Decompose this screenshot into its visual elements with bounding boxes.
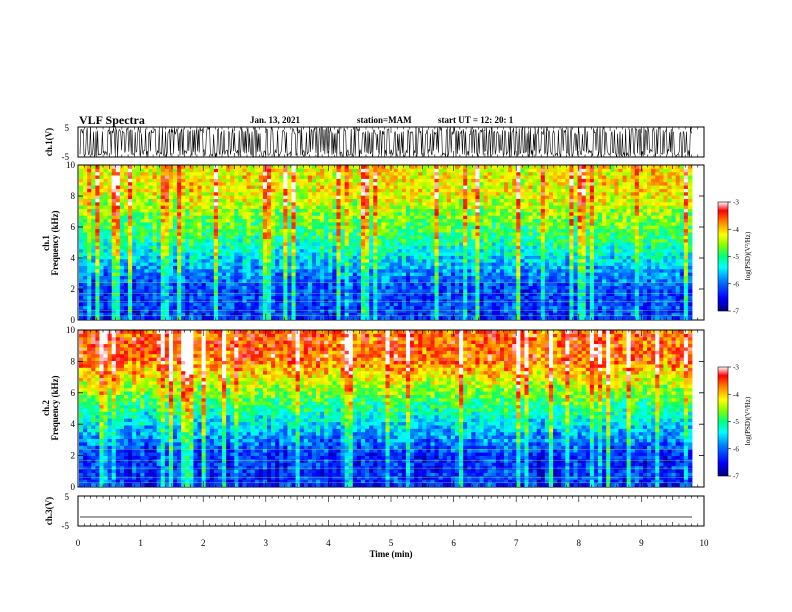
ch1-ytick-bottom: -5 bbox=[62, 152, 70, 162]
x-axis-tick-labels: 0 1 2 3 4 5 6 7 8 9 10 bbox=[76, 538, 709, 548]
xtick-label: 5 bbox=[389, 538, 394, 548]
ch1-waveform-line bbox=[79, 126, 693, 158]
ch2-colorbar bbox=[717, 366, 729, 477]
colorbar-tick-label: -3 bbox=[733, 199, 739, 207]
ytick-label: 0 bbox=[71, 482, 76, 492]
ch2-yticks: 0 2 4 6 8 10 bbox=[66, 325, 704, 492]
colorbar-tick-label: -4 bbox=[733, 226, 739, 234]
ytick-label: 0 bbox=[71, 315, 76, 325]
ch3-ytick-top: 5 bbox=[65, 492, 70, 502]
ch2-spectrogram-heatmap bbox=[79, 330, 693, 487]
station-label: station=MAM bbox=[357, 115, 412, 125]
xtick-label: 9 bbox=[639, 538, 644, 548]
date-label: Jan. 13, 2021 bbox=[250, 115, 301, 125]
colorbar-tick-label: -5 bbox=[733, 253, 739, 261]
ch3-ylabel: ch.3(V) bbox=[44, 497, 54, 525]
ch2-colorbar-label: log(PSD)(V²/Hz) bbox=[744, 396, 752, 445]
colorbar-tick-label: -7 bbox=[733, 473, 739, 481]
ytick-label: 4 bbox=[71, 419, 76, 429]
x-axis-label: Time (min) bbox=[369, 549, 412, 559]
ch1-ytick-top: 5 bbox=[65, 123, 70, 133]
xtick-label: 6 bbox=[451, 538, 456, 548]
xtick-label: 1 bbox=[138, 538, 143, 548]
ch1-spectrogram-panel bbox=[77, 164, 705, 321]
ch1-colorbar-ticks: -3 -4 -5 -6 -7 bbox=[728, 199, 739, 316]
ch2-spec-ylabel-line2: Frequency (kHz) bbox=[50, 375, 60, 440]
ch1-spec-ylabel-line2: Frequency (kHz) bbox=[50, 210, 60, 275]
ytick-label: 4 bbox=[71, 253, 76, 263]
ch2-spectrogram-panel bbox=[77, 329, 705, 488]
ytick-label: 6 bbox=[71, 222, 76, 232]
ch1-colorbar-label: log(PSD)(V²/Hz) bbox=[744, 231, 752, 280]
ytick-label: 6 bbox=[71, 388, 76, 398]
ytick-label: 2 bbox=[71, 284, 76, 294]
ch2-spec-ylabel-line1: ch.2 bbox=[41, 400, 51, 416]
xtick-label: 3 bbox=[264, 538, 269, 548]
colorbar-tick-label: -6 bbox=[733, 445, 739, 453]
ch1-colorbar bbox=[717, 201, 729, 312]
ytick-label: 10 bbox=[66, 160, 76, 170]
colorbar-tick-label: -6 bbox=[733, 280, 739, 288]
colorbar-tick-label: -5 bbox=[733, 418, 739, 426]
xtick-label: 10 bbox=[700, 538, 710, 548]
xtick-label: 2 bbox=[201, 538, 206, 548]
xtick-label: 7 bbox=[514, 538, 519, 548]
ch1-spec-ylabel-line1: ch.1 bbox=[41, 235, 51, 251]
ytick-label: 2 bbox=[71, 451, 76, 461]
start-time-label: start UT = 12: 20: 1 bbox=[438, 115, 514, 125]
chart-title: VLF Spectra bbox=[79, 113, 145, 127]
xtick-label: 4 bbox=[326, 538, 331, 548]
xtick-label: 8 bbox=[577, 538, 582, 548]
colorbar-tick-label: -7 bbox=[733, 308, 739, 316]
x-axis-ticks bbox=[77, 127, 705, 526]
ytick-label: 8 bbox=[71, 191, 76, 201]
ch3-ytick-bottom: -5 bbox=[62, 521, 70, 531]
ch1-yticks: 0 2 4 6 8 10 bbox=[66, 160, 704, 325]
xtick-label: 0 bbox=[76, 538, 81, 548]
ch2-colorbar-ticks: -3 -4 -5 -6 -7 bbox=[728, 364, 739, 481]
ytick-label: 10 bbox=[66, 325, 76, 335]
colorbar-tick-label: -3 bbox=[733, 364, 739, 372]
ytick-label: 8 bbox=[71, 356, 76, 366]
ch1-ylabel: ch.1(V) bbox=[44, 128, 54, 156]
colorbar-tick-label: -4 bbox=[733, 391, 739, 399]
ch1-spectrogram-heatmap bbox=[79, 165, 693, 320]
